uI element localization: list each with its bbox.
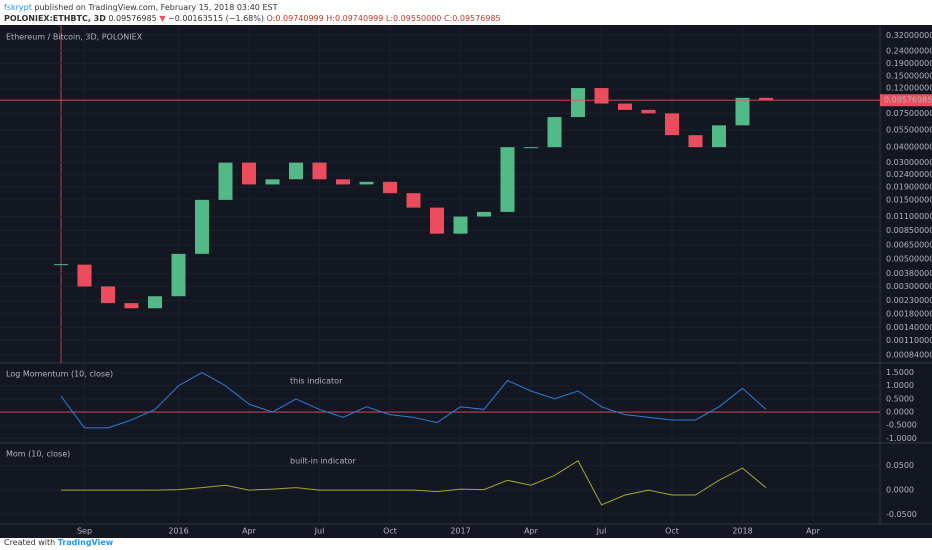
candle xyxy=(759,97,773,101)
y-tick-label: -1.0000 xyxy=(886,434,917,443)
x-tick-label: Apr xyxy=(806,527,821,536)
y-tick-label: 0.0500 xyxy=(886,461,914,470)
x-tick-label: Jul xyxy=(596,527,607,536)
candle xyxy=(171,253,186,297)
close: C:0.09576985 xyxy=(443,14,501,23)
y-tick-label: 0.00180000 xyxy=(886,309,932,318)
footer: Created with TradingView xyxy=(4,538,113,547)
y-tick-label: 0.01500000 xyxy=(886,195,932,204)
y-tick-label: 0.03000000 xyxy=(886,158,932,167)
indicator-line xyxy=(60,372,767,429)
y-tick-label: 0.00380000 xyxy=(886,269,932,278)
candle xyxy=(712,125,726,148)
y-tick-label: 0.05500000 xyxy=(886,126,932,135)
candle xyxy=(594,88,609,104)
y-tick-label: 0.0000 xyxy=(886,486,914,495)
candle xyxy=(124,303,139,309)
y-tick-label: 1.0000 xyxy=(886,381,914,390)
candle xyxy=(477,211,491,217)
y-tick-label: -0.5000 xyxy=(886,421,917,430)
low: L:0.09550000 xyxy=(385,14,442,23)
y-tick-label: 0.07500000 xyxy=(886,109,932,118)
x-tick-label: Apr xyxy=(242,527,257,536)
open: O:0.09740999 xyxy=(266,14,324,23)
y-tick-label: 0.24000000 xyxy=(886,46,932,55)
x-tick-label: 2016 xyxy=(168,527,188,536)
pane-title: Ethereum / Bitcoin, 3D, POLONIEX xyxy=(6,33,143,42)
candle xyxy=(289,162,303,180)
y-tick-label: 0.01900000 xyxy=(886,183,932,192)
price-label: 0.09576985 xyxy=(884,96,932,105)
x-tick-label: Oct xyxy=(383,527,397,536)
candle xyxy=(336,179,350,185)
candle xyxy=(406,193,421,208)
price: 0.09576985 xyxy=(108,14,157,23)
candle xyxy=(453,216,468,234)
y-tick-label: 0.01100000 xyxy=(886,212,932,221)
candle xyxy=(430,207,444,234)
background xyxy=(0,25,932,538)
y-tick-label: 0.0000 xyxy=(886,408,914,417)
symbol: POLONIEX:ETHBTC, 3D xyxy=(4,14,106,23)
y-tick-label: 0.00650000 xyxy=(886,240,932,249)
x-tick-label: Jul xyxy=(314,527,325,536)
y-tick-label: 0.00850000 xyxy=(886,226,932,235)
y-tick-label: 0.00110000 xyxy=(886,336,932,345)
y-tick-label: 0.00500000 xyxy=(886,254,932,263)
candle xyxy=(77,264,92,287)
y-tick-label: 0.19000000 xyxy=(886,59,932,68)
high: H:0.09740999 xyxy=(326,14,384,23)
candle xyxy=(242,162,256,185)
y-tick-label: 0.00230000 xyxy=(886,296,932,305)
y-tick-label: 0.04000000 xyxy=(886,143,932,152)
y-tick-label: 0.32000000 xyxy=(886,31,932,40)
arrow: ▼ xyxy=(159,14,166,23)
x-tick-label: Oct xyxy=(665,527,679,536)
x-tick-label: 2017 xyxy=(450,527,470,536)
annotation: this indicator xyxy=(290,377,343,386)
candle xyxy=(688,135,703,148)
candle xyxy=(641,109,656,114)
y-tick-label: 0.15000000 xyxy=(886,72,932,81)
x-tick-label: 2018 xyxy=(732,527,752,536)
author[interactable]: fskrypt xyxy=(4,3,32,12)
x-tick-label: Apr xyxy=(524,527,539,536)
y-tick-label: 0.00084000 xyxy=(886,350,932,359)
y-tick-label: 1.5000 xyxy=(886,368,914,377)
y-tick-label: 0.00140000 xyxy=(886,323,932,332)
pane-title: Mom (10, close) xyxy=(6,450,70,459)
candle xyxy=(101,286,115,304)
created: Created with xyxy=(4,538,56,547)
price-tag xyxy=(880,94,932,107)
y-tick-label: -0.0500 xyxy=(886,510,917,519)
published: published on TradingView.com, February 1… xyxy=(34,3,278,12)
x-tick-label: Sep xyxy=(77,527,92,536)
y-tick-label: 0.02400000 xyxy=(886,170,932,179)
candle xyxy=(524,147,538,149)
candle xyxy=(571,88,585,118)
candle xyxy=(359,181,374,185)
chart: Sep 2016 Apr Jul Oct 2017 Apr Jul Oct 2018 Apr 0.32… xyxy=(0,25,932,538)
candle xyxy=(195,199,209,254)
header: fskrypt published on TradingView.com, Fe… xyxy=(4,2,501,24)
candle xyxy=(735,97,750,126)
candle xyxy=(500,147,515,212)
candle xyxy=(547,117,562,148)
candle xyxy=(312,162,327,180)
y-tick-label: 0.12000000 xyxy=(886,84,932,93)
candle xyxy=(618,103,632,110)
change: −0.00163515 (−1.68%) xyxy=(168,14,264,23)
indicator-line xyxy=(61,460,767,506)
candle xyxy=(665,113,679,136)
pane-title: Log Momentum (10, close) xyxy=(6,370,113,379)
annotation: built-in indicator xyxy=(290,457,356,466)
candle xyxy=(218,162,233,200)
candle xyxy=(265,179,280,185)
y-tick-label: 0.5000 xyxy=(886,394,914,403)
candle xyxy=(383,181,397,194)
candle xyxy=(148,296,162,309)
brand[interactable]: TradingView xyxy=(57,538,114,547)
y-tick-label: 0.00300000 xyxy=(886,282,932,291)
